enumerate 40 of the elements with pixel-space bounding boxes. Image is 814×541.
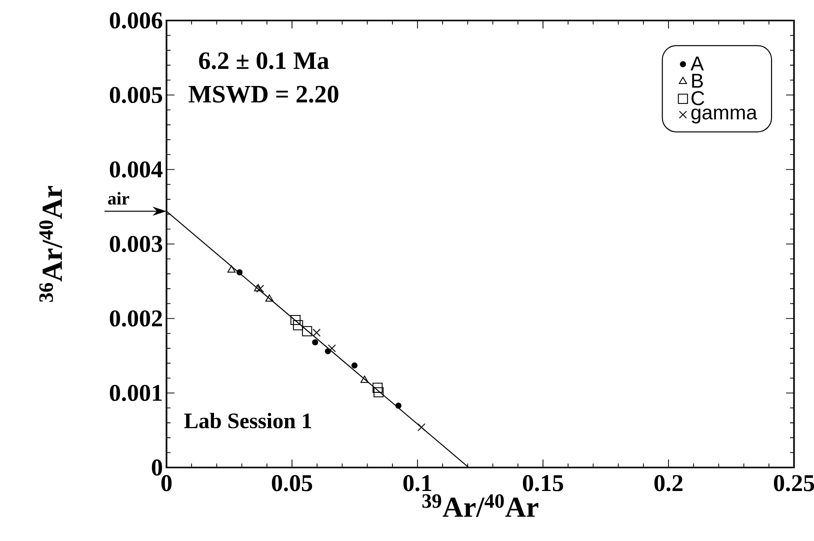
y-tick-label: 0.001 — [110, 384, 162, 402]
x-tick-label: 0.2 — [654, 475, 682, 492]
point — [374, 387, 384, 398]
legend-label: C — [692, 91, 704, 106]
y-tick-label: 0.004 — [110, 161, 163, 178]
point — [236, 269, 243, 276]
y-tick-label: 0.006 — [110, 12, 162, 29]
point — [312, 339, 318, 346]
point — [312, 328, 321, 337]
point — [324, 348, 331, 354]
annotation: 6.2 ± 0.1 Ma — [199, 52, 329, 70]
annotation: Lab Session 1 — [184, 412, 312, 428]
point — [292, 320, 304, 330]
point — [227, 265, 236, 273]
legend-label: B — [692, 74, 703, 88]
point — [256, 284, 264, 293]
point — [418, 423, 426, 432]
point — [254, 284, 262, 292]
legend-label: A — [690, 56, 704, 70]
point — [360, 376, 369, 383]
point — [395, 402, 402, 409]
point — [372, 382, 383, 393]
y-tick-label: 0.003 — [110, 236, 162, 252]
x-tick-label: 0.05 — [272, 475, 312, 492]
annotation: air — [108, 192, 130, 205]
point — [351, 362, 358, 368]
x-axis-title: $^{39}$Ar/$^{40}$Ar — [422, 494, 538, 518]
y-axis-title: $^{36}$Ar/$^{40}$Ar — [39, 186, 62, 302]
x-tick-label: 0.15 — [522, 475, 564, 492]
y-tick-label: 0.002 — [110, 310, 162, 327]
x-tick-label: 0.1 — [403, 475, 432, 492]
y-tick-label: 0 — [152, 459, 162, 476]
annotation: MSWD = 2.20 — [188, 86, 338, 103]
point — [290, 314, 301, 326]
x-tick-label: 0.25 — [774, 475, 814, 492]
point — [302, 326, 312, 336]
point — [328, 344, 336, 352]
y-tick-label: 0.005 — [110, 86, 162, 104]
point — [265, 294, 274, 302]
legend-label: gamma — [691, 108, 758, 124]
